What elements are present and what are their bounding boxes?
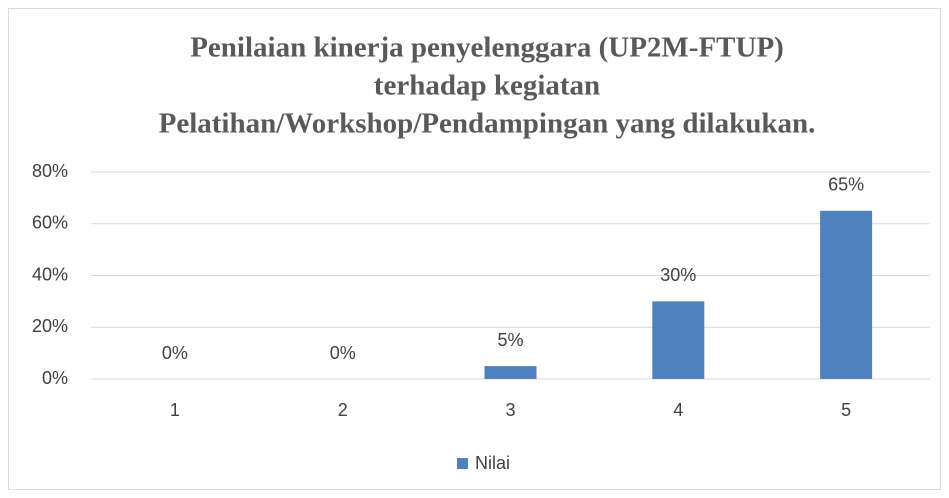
data-label: 5% (497, 330, 523, 350)
y-tick-label: 20% (32, 316, 68, 336)
bar (820, 210, 873, 379)
legend-swatch (457, 458, 468, 469)
x-tick-label: 4 (673, 400, 683, 420)
chart-title: Pelatihan/Workshop/Pendampingan yang dil… (159, 108, 816, 140)
bar (484, 366, 537, 379)
chart-title: Penilaian kinerja penyelenggara (UP2M-FT… (190, 32, 784, 64)
bar (652, 301, 705, 379)
x-tick-label: 2 (338, 400, 348, 420)
x-tick-label: 5 (841, 400, 851, 420)
data-label: 65% (828, 175, 864, 195)
data-label: 0% (330, 343, 356, 363)
y-tick-label: 40% (32, 264, 68, 284)
y-tick-label: 0% (42, 368, 68, 388)
x-tick-label: 1 (170, 400, 180, 420)
y-tick-label: 60% (32, 213, 68, 233)
data-label: 30% (660, 265, 696, 285)
chart-border (8, 8, 941, 490)
y-tick-label: 80% (32, 161, 68, 181)
chart-title: terhadap kegiatan (374, 70, 600, 102)
x-tick-label: 3 (505, 400, 515, 420)
data-label: 0% (162, 343, 188, 363)
legend-label: Nilai (475, 453, 510, 473)
